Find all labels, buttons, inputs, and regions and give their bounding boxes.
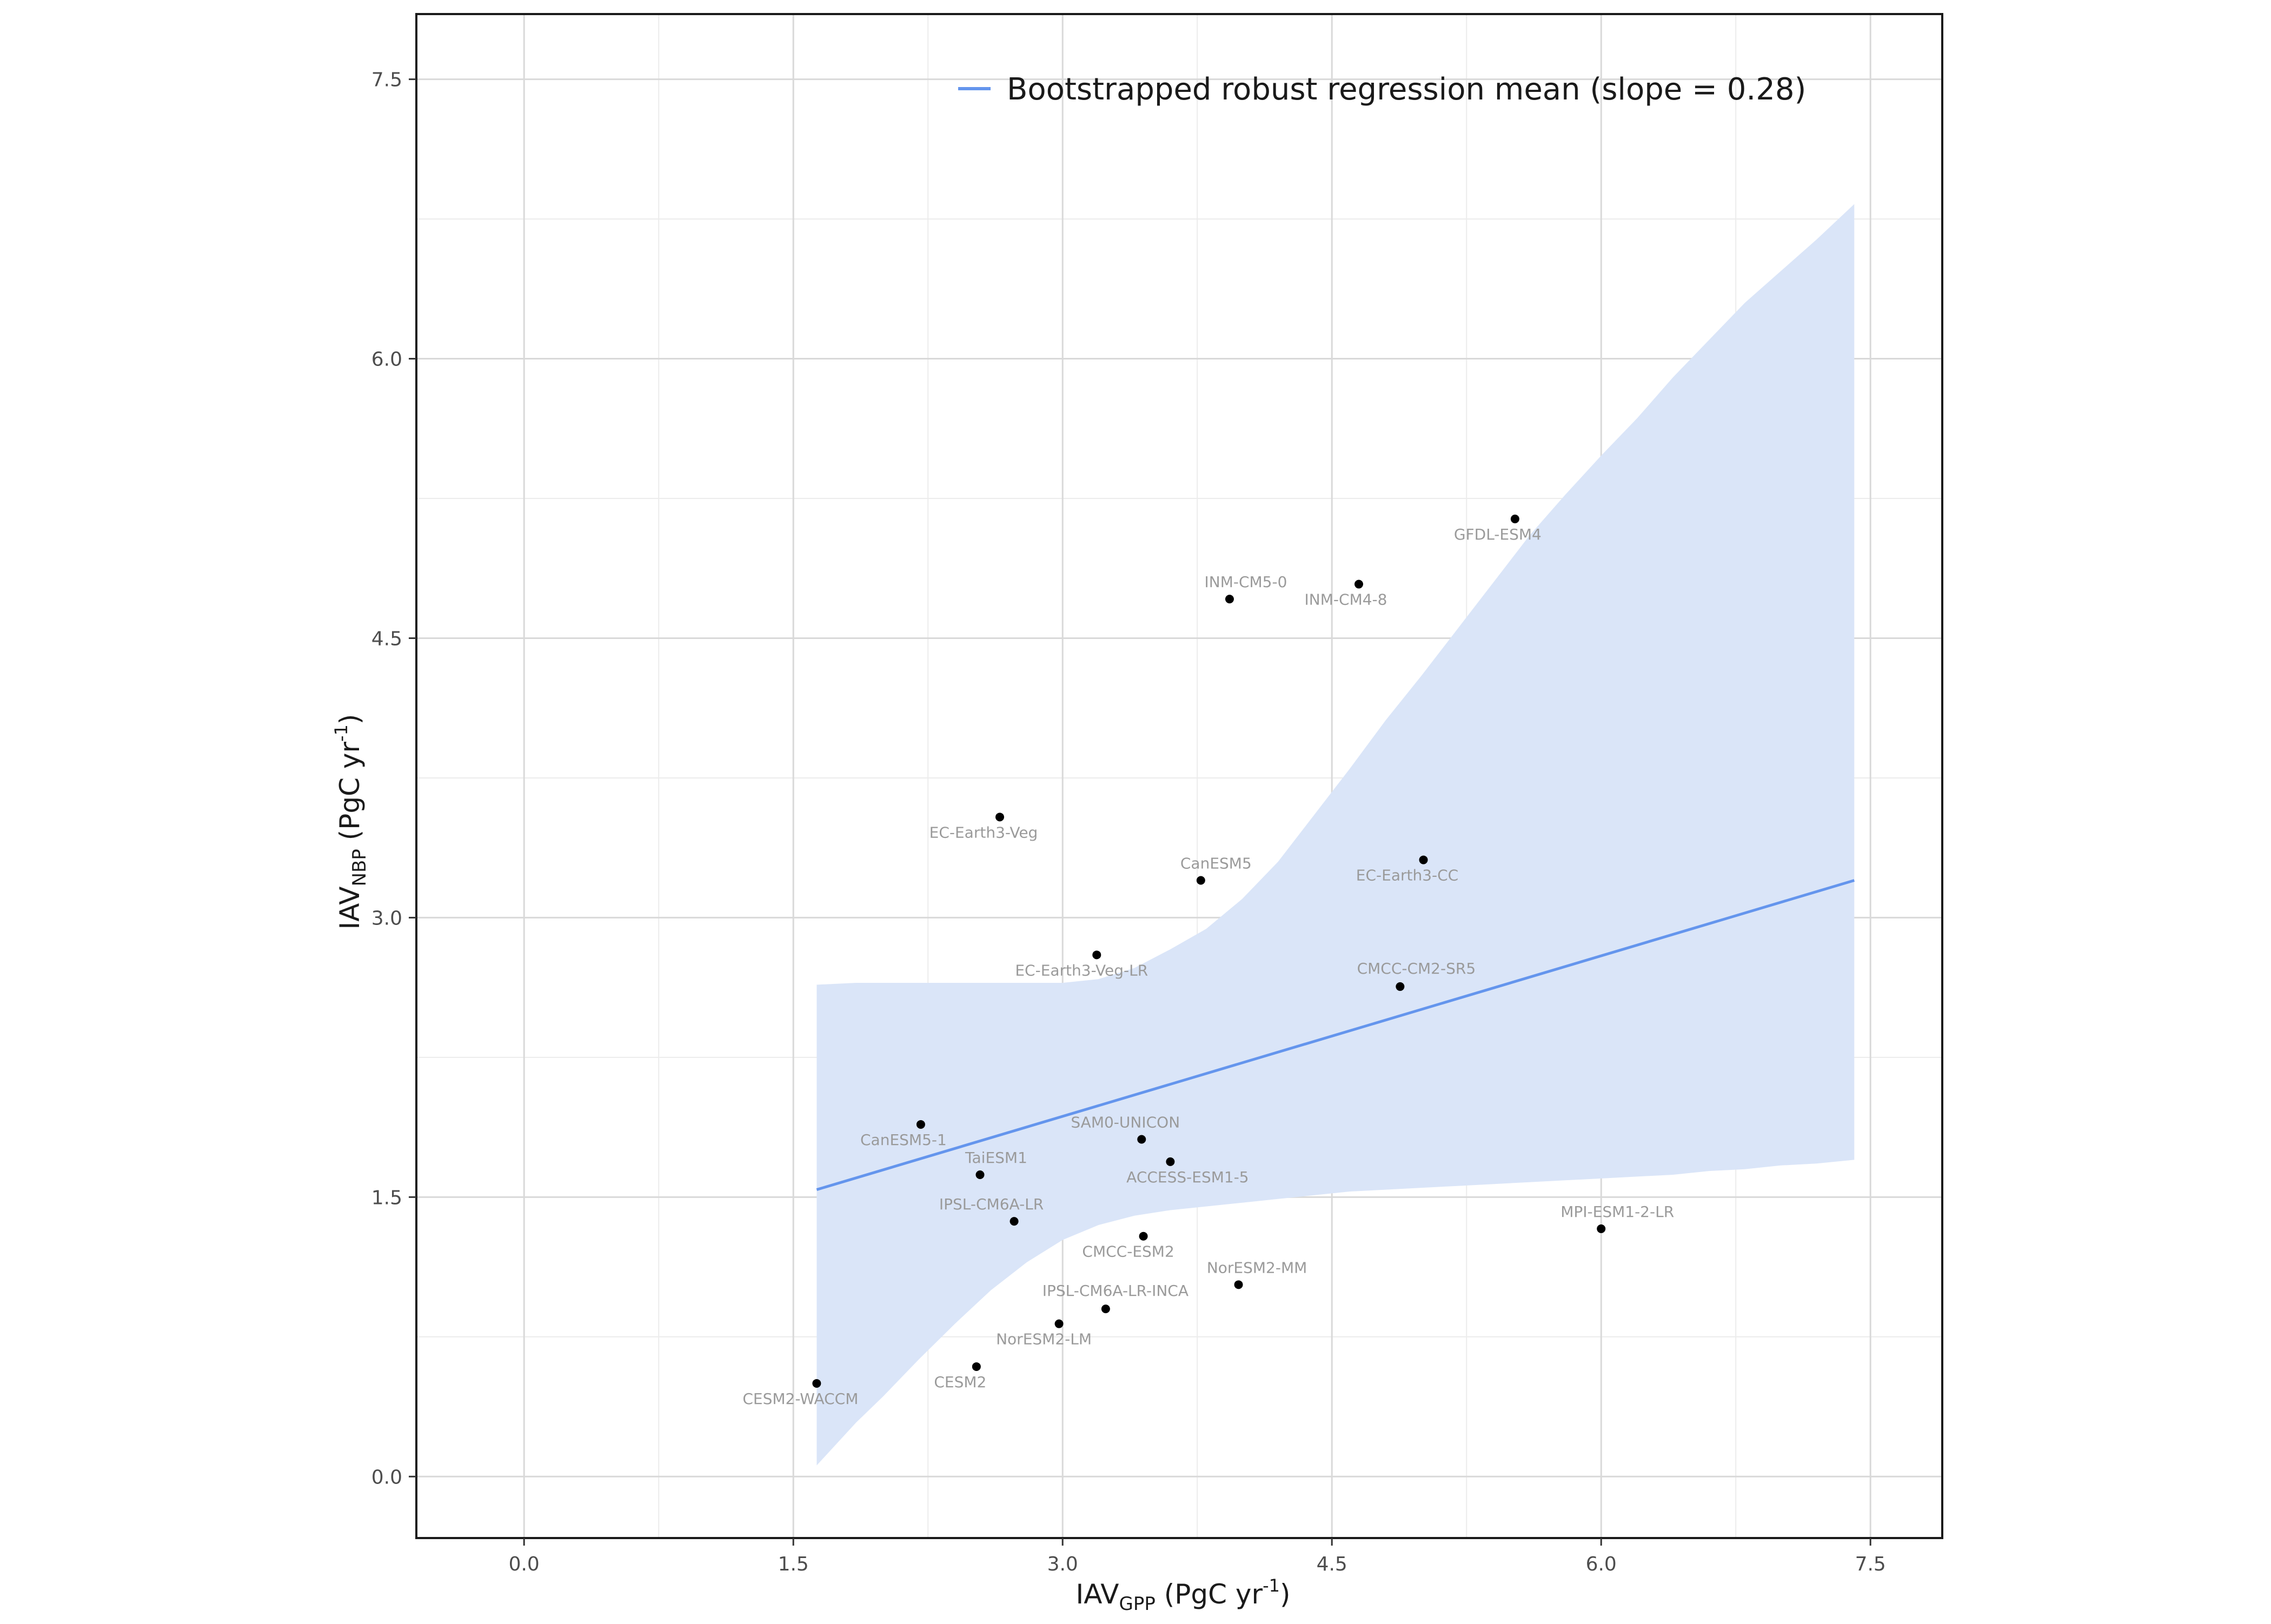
point-canesm5-1 [916, 1120, 925, 1129]
point-inm-cm5-0 [1225, 595, 1234, 604]
x-tick-label-1: 1.5 [778, 1553, 809, 1575]
y-axis-title-unit-close: ) [334, 714, 366, 725]
y-tick-label-1: 1.5 [371, 1187, 402, 1209]
point-cesm2-waccm [812, 1379, 821, 1388]
y-tick-label-0: 0.0 [371, 1466, 402, 1488]
point-label-cmcc-cm2-sr5: CMCC-CM2-SR5 [1357, 960, 1476, 977]
point-access-esm1-5 [1166, 1157, 1175, 1166]
point-label-noresm2-mm: NorESM2-MM [1207, 1259, 1307, 1276]
point-taiesm1 [975, 1170, 985, 1179]
confidence-band-layer [816, 204, 1855, 1466]
y-axis-title: IAVNBP (PgC yr-1) [331, 714, 370, 930]
point-label-ipsl-cm6a-lr: IPSL-CM6A-LR [939, 1195, 1044, 1213]
x-tick-label-0: 0.0 [509, 1553, 540, 1575]
legend-entry-regression: Bootstrapped robust regression mean (slo… [1007, 72, 1806, 107]
y-tick-label-2: 3.0 [371, 907, 402, 929]
x-tick-label-3: 4.5 [1317, 1553, 1347, 1575]
point-label-inm-cm5-0: INM-CM5-0 [1205, 573, 1287, 591]
point-label-ec-earth3-veg: EC-Earth3-Veg [929, 823, 1038, 841]
point-ipsl-cm6a-lr-inca [1101, 1304, 1110, 1314]
point-labels-layer: CESM2-WACCM CESM2 NorESM2-LM IPSL-CM6A-LR-I… [742, 525, 1674, 1408]
point-gfdl-esm4 [1510, 514, 1519, 523]
point-canesm5 [1196, 876, 1205, 885]
point-label-cesm2-waccm: CESM2-WACCM [742, 1390, 858, 1408]
point-cesm2 [972, 1362, 981, 1371]
y-axis-title-subscript: NBP [349, 849, 370, 886]
point-label-cmcc-esm2: CMCC-ESM2 [1082, 1243, 1174, 1261]
point-label-sam0-unicon: SAM0-UNICON [1071, 1114, 1180, 1132]
x-tick-label-2: 3.0 [1047, 1553, 1078, 1575]
point-ec-earth3-veg [995, 813, 1004, 822]
x-tick-label-5: 7.5 [1855, 1553, 1886, 1575]
point-cmcc-esm2 [1139, 1232, 1148, 1241]
point-label-gfdl-esm4: GFDL-ESM4 [1454, 525, 1542, 543]
x-tick-label-4: 6.0 [1586, 1553, 1617, 1575]
point-ec-earth3-cc [1419, 855, 1428, 864]
axis-ticks: 0.0 1.5 3.0 4.5 6.0 7.5 0.0 1.5 3.0 4.5 6.0 7.5 [371, 69, 1886, 1575]
point-label-canesm5-1: CanESM5-1 [860, 1131, 947, 1149]
point-noresm2-lm [1054, 1319, 1064, 1328]
x-axis-title: IAVGPP (PgC yr-1) [1076, 1575, 1291, 1615]
y-tick-label-5: 7.5 [371, 69, 402, 91]
point-label-access-esm1-5: ACCESS-ESM1-5 [1126, 1168, 1249, 1186]
panel-border [415, 13, 1943, 1539]
x-axis-title-subscript: GPP [1119, 1593, 1155, 1615]
point-noresm2-mm [1234, 1280, 1243, 1289]
point-mpi-esm1-2-lr [1597, 1224, 1606, 1233]
confidence-band [816, 204, 1855, 1466]
point-sam0-unicon [1137, 1135, 1146, 1144]
regression-line [816, 879, 1855, 1191]
point-label-mpi-esm1-2-lr: MPI-ESM1-2-LR [1561, 1203, 1674, 1221]
y-tick-label-4: 6.0 [371, 349, 402, 371]
regression-line-layer [816, 879, 1855, 1191]
x-axis-title-unit: (PgC yr [1156, 1579, 1263, 1610]
y-axis-title-unit: (PgC yr [334, 742, 366, 849]
y-axis-title-base: IAV [334, 886, 366, 929]
x-axis-title-superscript: -1 [1263, 1575, 1280, 1596]
point-ipsl-cm6a-lr [1010, 1217, 1019, 1226]
point-label-ec-earth3-veg-lr: EC-Earth3-Veg-LR [1015, 961, 1148, 979]
point-ec-earth3-veg-lr [1092, 950, 1101, 960]
x-axis-title-base: IAV [1076, 1579, 1119, 1610]
x-axis-title-unit-close: ) [1280, 1579, 1291, 1610]
points-layer [812, 514, 1606, 1388]
point-label-canesm5: CanESM5 [1180, 854, 1252, 872]
point-label-cesm2: CESM2 [934, 1373, 986, 1391]
point-label-inm-cm4-8: INM-CM4-8 [1305, 591, 1387, 609]
y-tick-label-3: 4.5 [371, 628, 402, 650]
point-label-taiesm1: TaiESM1 [965, 1149, 1027, 1167]
point-label-ec-earth3-cc: EC-Earth3-CC [1356, 867, 1458, 884]
point-label-ipsl-cm6a-lr-inca: IPSL-CM6A-LR-INCA [1042, 1282, 1188, 1300]
point-inm-cm4-8 [1354, 580, 1363, 589]
point-label-noresm2-lm: NorESM2-LM [996, 1330, 1092, 1348]
y-axis-title-superscript: -1 [331, 724, 351, 742]
point-cmcc-cm2-sr5 [1396, 982, 1405, 991]
